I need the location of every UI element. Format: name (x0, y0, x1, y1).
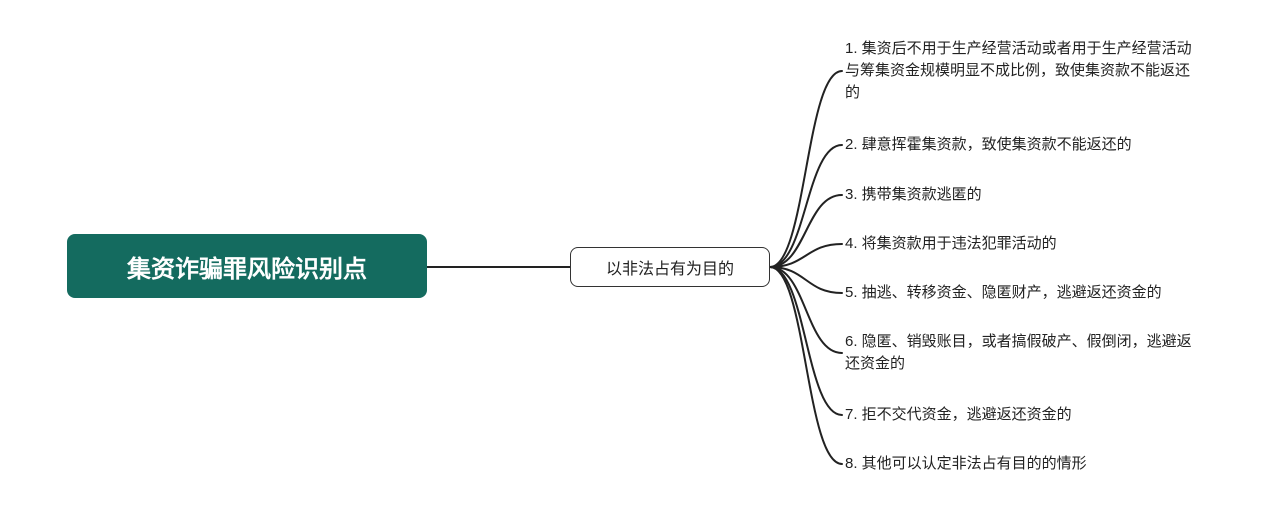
root-node-label: 集资诈骗罪风险识别点 (127, 249, 367, 284)
leaf-node-label: 5. 抽逃、转移资金、隐匿财产，逃避返还资金的 (845, 282, 1162, 304)
sub-node-label: 以非法占有为目的 (606, 255, 734, 279)
leaf-node: 4. 将集资款用于违法犯罪活动的 (845, 233, 1057, 255)
root-node: 集资诈骗罪风险识别点 (67, 234, 427, 298)
leaf-node: 3. 携带集资款逃匿的 (845, 184, 982, 206)
leaf-node-label: 2. 肆意挥霍集资款，致使集资款不能返还的 (845, 134, 1132, 156)
leaf-node: 5. 抽逃、转移资金、隐匿财产，逃避返还资金的 (845, 282, 1162, 304)
leaf-node-label: 3. 携带集资款逃匿的 (845, 184, 982, 206)
leaf-node: 7. 拒不交代资金，逃避返还资金的 (845, 404, 1072, 426)
leaf-node-label: 6. 隐匿、销毁账目，或者搞假破产、假倒闭，逃避返还资金的 (845, 331, 1197, 375)
leaf-node-label: 8. 其他可以认定非法占有目的的情形 (845, 453, 1087, 475)
leaf-node-label: 4. 将集资款用于违法犯罪活动的 (845, 233, 1057, 255)
sub-node: 以非法占有为目的 (570, 247, 770, 287)
leaf-node-label: 7. 拒不交代资金，逃避返还资金的 (845, 404, 1072, 426)
leaf-node: 6. 隐匿、销毁账目，或者搞假破产、假倒闭，逃避返还资金的 (845, 331, 1197, 375)
leaf-node: 8. 其他可以认定非法占有目的的情形 (845, 453, 1087, 475)
leaf-node: 1. 集资后不用于生产经营活动或者用于生产经营活动与筹集资金规模明显不成比例，致… (845, 38, 1197, 104)
leaf-node: 2. 肆意挥霍集资款，致使集资款不能返还的 (845, 134, 1132, 156)
leaf-node-label: 1. 集资后不用于生产经营活动或者用于生产经营活动与筹集资金规模明显不成比例，致… (845, 38, 1197, 104)
